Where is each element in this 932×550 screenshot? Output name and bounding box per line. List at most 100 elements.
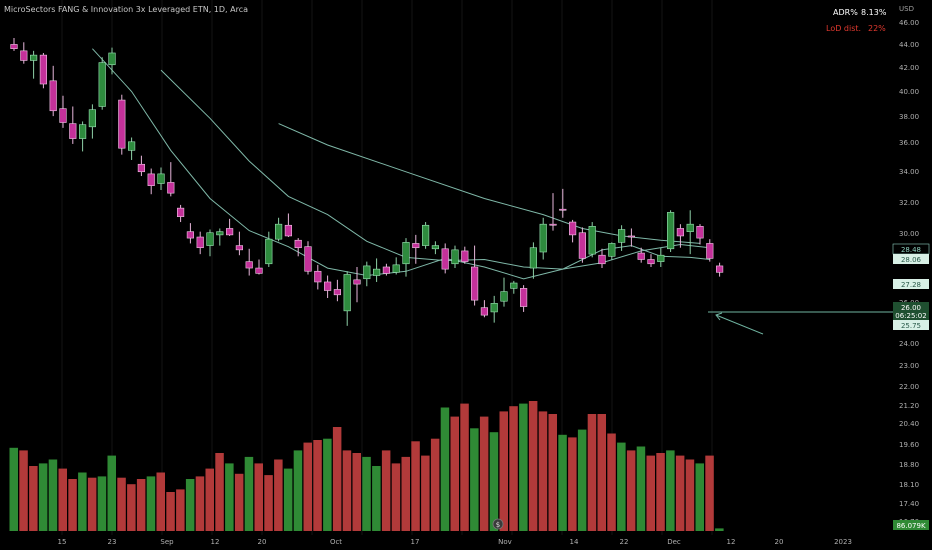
volume-bar (597, 414, 606, 531)
last-price-tag-text: 26.00 (901, 304, 921, 312)
x-tick-label: Sep (160, 538, 174, 546)
candle (519, 285, 528, 312)
volume-bar (166, 492, 175, 531)
volume-bar (107, 455, 116, 531)
x-tick-label: 12 (211, 538, 220, 546)
volume-bar (715, 528, 724, 531)
x-tick-label: Dec (667, 538, 681, 546)
candle (637, 247, 645, 263)
dividend-marker[interactable]: $ (492, 518, 504, 530)
candle-body (715, 265, 724, 273)
last-price-tag (893, 302, 929, 320)
volume-bar (381, 450, 391, 531)
candle-body (392, 264, 400, 273)
volume-bar (617, 442, 626, 531)
candle (431, 241, 440, 255)
volume-bar (499, 411, 508, 531)
candle-body (568, 221, 577, 236)
candle (657, 247, 665, 267)
y-tick-label: 38.00 (899, 113, 919, 121)
y-tick-label: 40.00 (899, 88, 919, 96)
candle (79, 121, 87, 152)
candle-body (108, 52, 116, 66)
volume-bar (38, 463, 48, 531)
candle-body (274, 223, 283, 240)
candle (372, 258, 381, 282)
candle (323, 275, 332, 299)
volume-bar (283, 468, 293, 531)
candle (196, 231, 204, 255)
candle-body (69, 123, 77, 139)
candle-body (706, 243, 714, 259)
candle (20, 42, 28, 64)
candle-body (147, 173, 155, 186)
y-tick-label: 18.10 (899, 481, 919, 489)
lod-value: 22% (868, 24, 886, 33)
candle-body (10, 44, 18, 49)
candle-body (666, 212, 675, 250)
candle-body (20, 50, 28, 61)
y-tick-label: 20.40 (899, 420, 919, 428)
candle-body (470, 266, 479, 301)
volume-bar (244, 456, 254, 531)
candles[interactable] (10, 38, 724, 326)
volume-bar (656, 453, 665, 531)
y-tick-label: 22.00 (899, 383, 919, 391)
volume-tag-text: 86.079K (896, 522, 925, 530)
y-tick-label: 18.80 (899, 461, 919, 469)
candle-body (412, 243, 420, 249)
candle (255, 259, 263, 275)
volume-bar (332, 427, 342, 531)
volume-bar (705, 455, 714, 531)
candle (412, 234, 420, 264)
x-tick-label: 17 (411, 538, 420, 546)
volume-bar (146, 476, 156, 531)
candle-body (559, 208, 567, 211)
candle (588, 222, 596, 258)
candle (706, 239, 714, 262)
y-tick-label: 32.00 (899, 199, 919, 207)
ma-lower-tag (893, 254, 929, 264)
x-tick-label: Oct (330, 538, 342, 546)
candle-body (549, 223, 557, 226)
candle (578, 227, 586, 263)
candle-body (118, 99, 126, 149)
candle (451, 245, 459, 269)
candle-body (510, 282, 518, 289)
candle-body (284, 224, 293, 237)
volume-bar (87, 477, 97, 531)
volume-bar (264, 475, 273, 531)
ma-third-tag-text: 27.28 (901, 281, 921, 289)
candle (549, 193, 557, 231)
y-tick-label: 36.00 (899, 139, 919, 147)
candle (382, 263, 391, 276)
candle-body (196, 236, 204, 249)
price-tags: 28.48 28.06 27.28 26.00 06:25:02 25.75 8… (892, 243, 930, 530)
candle-body (637, 252, 645, 260)
candle (666, 210, 675, 252)
x-tick-label: 23 (108, 538, 117, 546)
candle-body (657, 254, 665, 262)
candle (265, 231, 273, 267)
candle (69, 106, 77, 144)
volume-bar (470, 428, 479, 531)
candle-body (206, 232, 214, 246)
volume-bar (587, 414, 597, 531)
candle-body (588, 226, 596, 255)
chart-title: MicroSectors FANG & Innovation 3x Levera… (4, 5, 248, 14)
candle (10, 38, 18, 51)
volume-bar (293, 450, 303, 531)
y-tick-label: 23.00 (899, 362, 919, 370)
volume-bar (48, 459, 58, 531)
lod-label: LoD dist. (826, 24, 861, 33)
x-tick-label: 14 (570, 538, 579, 546)
candle (226, 218, 234, 236)
candle-body (49, 80, 57, 112)
volume-bar (313, 440, 322, 531)
volume-bar (479, 416, 489, 531)
candle-body (402, 242, 410, 265)
candle-body (686, 223, 694, 232)
candle-body (39, 54, 47, 85)
volume-bar (29, 466, 38, 531)
candle-body (343, 274, 351, 312)
